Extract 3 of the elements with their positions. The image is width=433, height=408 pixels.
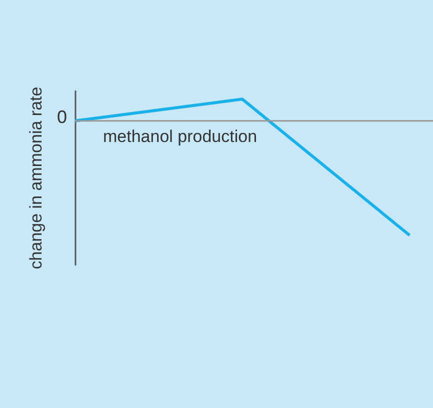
x-axis-title: methanol production xyxy=(103,126,258,146)
y-axis-title: change in ammonia rate xyxy=(26,86,46,270)
text: 0 xyxy=(56,106,67,127)
